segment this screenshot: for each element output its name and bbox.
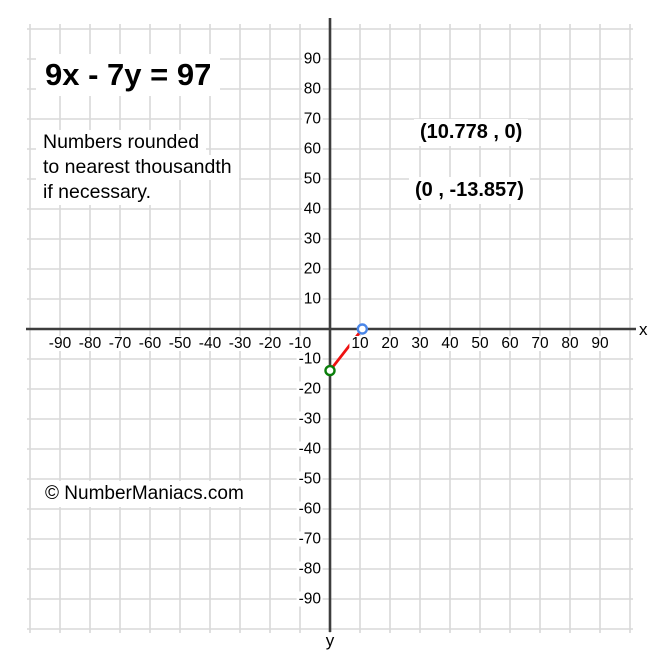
y-tick-label: 70	[301, 110, 323, 128]
x-tick-label: 20	[379, 335, 401, 352]
x-tick-label: -20	[256, 335, 284, 352]
note-line-3: if necessary.	[36, 180, 159, 205]
y-tick-label: -10	[296, 350, 323, 368]
y-tick-label: 50	[301, 170, 323, 188]
x-tick-label: 70	[529, 335, 551, 352]
x-tick-label: -90	[46, 335, 74, 352]
x-axis-label: x	[639, 320, 648, 339]
x-tick-label: -70	[106, 335, 134, 352]
x-tick-label: -30	[226, 335, 254, 352]
y-tick-label: -80	[296, 560, 323, 578]
y-intercept-label: (0 , -13.857)	[409, 177, 530, 204]
x-tick-label: 40	[439, 335, 461, 352]
equation-title: 9x - 7y = 97	[36, 54, 221, 96]
note-line-1: Numbers rounded	[36, 130, 207, 155]
y-tick-label: 10	[301, 290, 323, 308]
x-tick-label: -10	[286, 335, 314, 352]
x-intercept-point	[356, 323, 369, 335]
y-intercept-point	[324, 364, 336, 377]
y-tick-label: -40	[296, 440, 323, 458]
y-tick-label: -20	[296, 380, 323, 398]
y-tick-label: 40	[301, 200, 323, 218]
x-intercept-label: (10.778 , 0)	[414, 119, 529, 146]
x-tick-label: 90	[589, 335, 611, 352]
y-axis-label: y	[325, 631, 335, 650]
x-tick-label: 50	[469, 335, 491, 352]
x-tick-label: 30	[409, 335, 431, 352]
y-tick-label: 30	[301, 230, 323, 248]
line-segment	[328, 328, 364, 372]
y-tick-label: -70	[296, 530, 323, 548]
x-tick-label: -60	[136, 335, 164, 352]
y-tick-label: 20	[301, 260, 323, 278]
y-tick-label: -30	[296, 410, 323, 428]
copyright-watermark: © NumberManiacs.com	[37, 481, 252, 507]
x-tick-label: 80	[559, 335, 581, 352]
y-tick-label: 90	[301, 50, 323, 68]
x-tick-label: -80	[76, 335, 104, 352]
x-tick-label: 10	[349, 335, 371, 352]
x-tick-label: -40	[196, 335, 224, 352]
note-line-2: to nearest thousandth	[36, 155, 239, 180]
rounding-note: Numbers rounded to nearest thousandth if…	[36, 130, 239, 205]
x-tick-label: 60	[499, 335, 521, 352]
y-tick-label: 60	[301, 140, 323, 158]
y-tick-label: -90	[296, 590, 323, 608]
y-tick-label: -50	[296, 470, 323, 488]
y-tick-label: -60	[296, 500, 323, 518]
x-tick-label: -50	[166, 335, 194, 352]
y-tick-label: 80	[301, 80, 323, 98]
